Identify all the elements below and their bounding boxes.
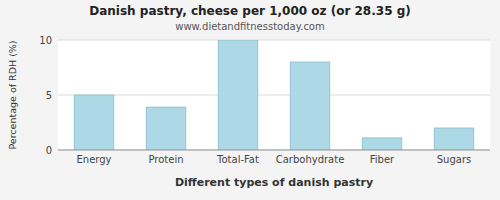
x-axis-line bbox=[58, 150, 490, 151]
x-axis-label: Different types of danish pastry bbox=[175, 176, 373, 189]
y-tick-label: 10 bbox=[39, 35, 52, 46]
x-tick-label: Sugars bbox=[437, 154, 471, 165]
grid-line bbox=[58, 40, 490, 41]
subtitle: www.dietandfitnesstoday.com bbox=[175, 21, 324, 32]
chart-svg: 0 5 10 Energy Protein Total-Fat Carbohydrate Fi… bbox=[0, 0, 500, 200]
bar bbox=[434, 128, 474, 150]
chart-container: 0 5 10 Energy Protein Total-Fat Carbohydrate Fi… bbox=[0, 0, 500, 200]
bars bbox=[74, 40, 474, 150]
grid-line bbox=[58, 95, 490, 96]
grid bbox=[58, 40, 490, 150]
bar bbox=[74, 95, 114, 150]
x-tick-label: Fiber bbox=[370, 154, 395, 165]
bar bbox=[362, 138, 402, 150]
x-tick-label: Protein bbox=[148, 154, 183, 165]
plot-background bbox=[58, 40, 490, 150]
bar bbox=[218, 40, 258, 150]
x-tick-label: Carbohydrate bbox=[276, 154, 345, 165]
x-tick-label: Total-Fat bbox=[216, 154, 259, 165]
bar bbox=[290, 62, 330, 150]
y-axis-label: Percentage of RDH (%) bbox=[7, 40, 18, 149]
grid-line bbox=[58, 150, 490, 151]
x-tick-label: Energy bbox=[76, 154, 111, 165]
y-tick-label: 5 bbox=[46, 90, 52, 101]
bar bbox=[146, 107, 186, 150]
title: Danish pastry, cheese per 1,000 oz (or 2… bbox=[89, 4, 410, 18]
y-tick-label: 0 bbox=[46, 145, 52, 156]
